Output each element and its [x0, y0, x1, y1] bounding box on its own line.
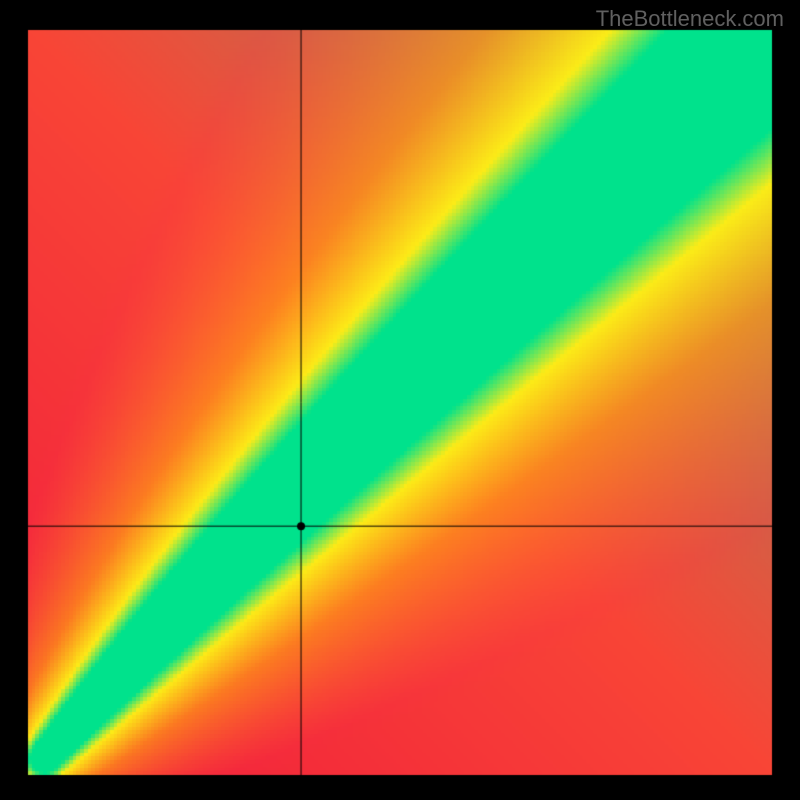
chart-container: TheBottleneck.com — [0, 0, 800, 800]
bottleneck-heatmap — [0, 0, 800, 800]
watermark-text: TheBottleneck.com — [596, 6, 784, 32]
